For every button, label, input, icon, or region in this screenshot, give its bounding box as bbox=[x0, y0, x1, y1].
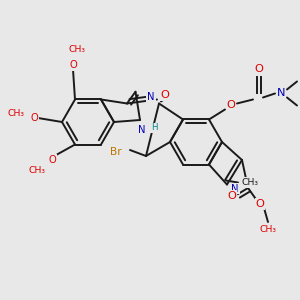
Text: O: O bbox=[69, 61, 77, 70]
Text: CH₃: CH₃ bbox=[260, 226, 277, 235]
Text: N: N bbox=[147, 92, 155, 103]
Text: Br: Br bbox=[110, 147, 122, 157]
Text: O: O bbox=[48, 154, 56, 164]
Text: CH₃: CH₃ bbox=[242, 178, 259, 187]
Text: O: O bbox=[256, 199, 264, 209]
Text: O: O bbox=[226, 100, 236, 110]
Text: CH₃: CH₃ bbox=[28, 166, 46, 175]
Text: O: O bbox=[30, 113, 38, 123]
Text: N: N bbox=[138, 125, 146, 135]
Text: H: H bbox=[244, 178, 250, 187]
Text: H: H bbox=[151, 124, 157, 133]
Text: N: N bbox=[277, 88, 285, 98]
Text: CH₃: CH₃ bbox=[68, 45, 86, 54]
Text: O: O bbox=[160, 91, 169, 100]
Text: N: N bbox=[231, 184, 239, 194]
Text: CH₃: CH₃ bbox=[8, 110, 25, 118]
Text: O: O bbox=[255, 64, 263, 74]
Text: O: O bbox=[228, 191, 236, 201]
